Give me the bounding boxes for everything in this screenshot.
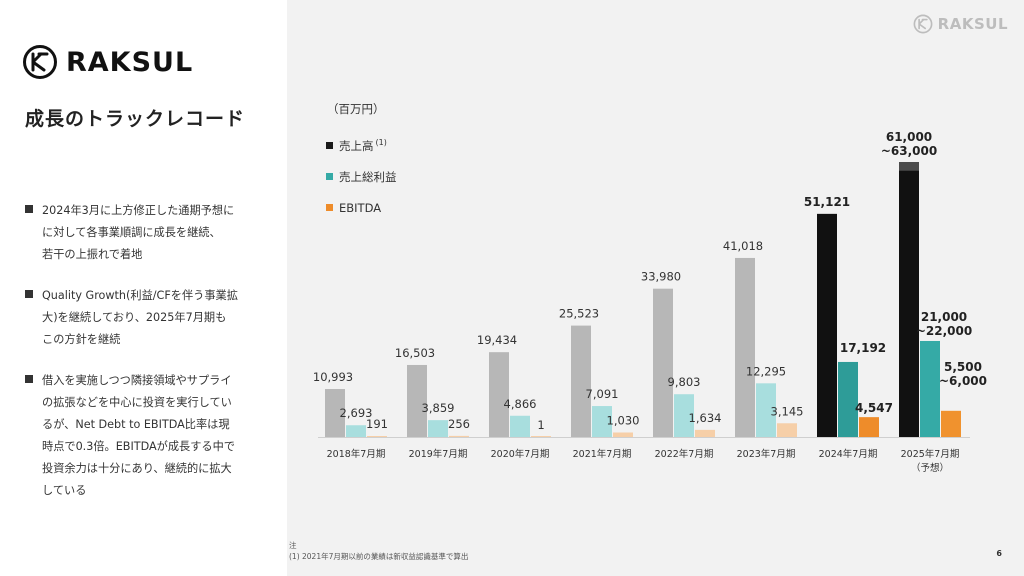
- data-label-gross-profit: 7,091: [586, 387, 619, 401]
- legend-item: 売上総利益: [326, 169, 397, 184]
- bar-ebitda: [613, 432, 633, 437]
- x-tick-label: 2022年7月期: [655, 448, 714, 460]
- chart-legend: 売上高 (1) 売上総利益 EBITDA: [326, 138, 397, 231]
- data-label-gross-profit: 9,803: [668, 375, 701, 389]
- bar-ebitda: [531, 436, 551, 437]
- bullet-list: 2024年3月に上方修正した通期予想に に対して各事業順調に成長を継続、 若干の…: [25, 200, 270, 521]
- raksul-logo-small-icon: [913, 14, 933, 34]
- bar-sales: [899, 162, 919, 437]
- bar-ebitda: [449, 435, 469, 437]
- bar-sales: [489, 352, 509, 437]
- bullet-square-icon: [25, 375, 33, 383]
- bar-ebitda: [859, 417, 879, 437]
- bar-gross-profit: [756, 383, 776, 437]
- bullet-text: 借入を実施しつつ隣接領域やサプライ の拡張などを中心に投資を実行してい るが、N…: [42, 374, 235, 497]
- legend-label-gross-profit: 売上総利益: [339, 169, 397, 184]
- footnote: 注 (1) 2021年7月期以前の業績は新収益認識基準で算出: [289, 540, 468, 562]
- legend-item: 売上高 (1): [326, 138, 397, 153]
- data-label-ebitda: 256: [448, 417, 470, 431]
- bar-gross-profit: [346, 425, 366, 437]
- bar-ebitda: [777, 423, 797, 437]
- x-tick-label: 2020年7月期: [491, 448, 550, 460]
- data-label-gross-profit: 4,866: [504, 397, 537, 411]
- data-label-sales: 25,523: [559, 307, 599, 321]
- legend-label-ebitda: EBITDA: [339, 200, 382, 215]
- x-tick-sublabel: （予想）: [911, 462, 949, 474]
- data-label-ebitda: 4,547: [855, 401, 893, 415]
- brand-logo: RAKSUL: [22, 44, 193, 80]
- bar-gross-profit: [592, 406, 612, 437]
- bullet-square-icon: [25, 290, 33, 298]
- bar-ebitda: [367, 436, 387, 437]
- bar-sales: [407, 364, 427, 437]
- data-label-gross-profit: 17,192: [840, 341, 886, 355]
- x-tick-label: 2019年7月期: [409, 448, 468, 460]
- data-label-ebitda: 191: [366, 417, 388, 431]
- x-tick-label: 2023年7月期: [737, 448, 796, 460]
- bullet-item: 借入を実施しつつ隣接領域やサプライ の拡張などを中心に投資を実行してい るが、N…: [25, 370, 270, 502]
- footnote-label: 注: [289, 541, 297, 550]
- x-tick-label: 2021年7月期: [573, 448, 632, 460]
- bar-sales: [735, 257, 755, 437]
- footnote-text: (1) 2021年7月期以前の業績は新収益認識基準で算出: [289, 552, 469, 561]
- data-label-sales: 61,000 ~63,000: [881, 130, 937, 158]
- data-label-ebitda: 1,634: [689, 411, 722, 425]
- data-label-ebitda: 3,145: [771, 404, 804, 418]
- bar-ebitda: [941, 410, 961, 437]
- data-label-sales: 16,503: [395, 346, 435, 360]
- bullet-square-icon: [25, 205, 33, 213]
- data-label-sales: 19,434: [477, 333, 517, 347]
- bar-gross-profit: [838, 361, 858, 437]
- data-label-gross-profit: 3,859: [422, 401, 455, 415]
- bar-ebitda: [695, 429, 715, 437]
- bar-sales: [325, 389, 345, 437]
- bar-gross-profit: [674, 394, 694, 437]
- data-label-gross-profit: 2,693: [340, 406, 373, 420]
- data-label-ebitda: 5,500 ~6,000: [939, 360, 987, 388]
- legend-swatch-ebitda: [326, 204, 333, 211]
- page-number: 6: [996, 549, 1002, 558]
- bar-sales: [653, 288, 673, 437]
- legend-item: EBITDA: [326, 200, 397, 215]
- x-tick-label: 2024年7月期: [819, 448, 878, 460]
- bar-gross-profit: [920, 340, 940, 437]
- x-tick-label: 2018年7月期: [327, 448, 386, 460]
- bullet-item: 2024年3月に上方修正した通期予想に に対して各事業順調に成長を継続、 若干の…: [25, 200, 270, 266]
- bar-gross-profit: [428, 420, 448, 437]
- bar-sales: [817, 213, 837, 437]
- left-panel: RAKSUL 成長のトラックレコード 2024年3月に上方修正した通期予想に に…: [0, 0, 287, 576]
- data-label-sales: 10,993: [313, 370, 353, 384]
- bullet-text: Quality Growth(利益/CFを伴う事業拡 大)を継続しており、202…: [42, 289, 238, 346]
- legend-label-sales: 売上高: [339, 138, 374, 153]
- raksul-logo-icon: [23, 45, 57, 79]
- legend-footnote-marker: (1): [375, 137, 387, 147]
- data-label-sales: 41,018: [723, 239, 763, 253]
- page-title: 成長のトラックレコード: [25, 108, 246, 130]
- x-tick-label: 2025年7月期: [901, 448, 960, 460]
- chart-unit-label: （百万円）: [327, 102, 385, 116]
- bullet-text: 2024年3月に上方修正した通期予想に に対して各事業順調に成長を継続、 若干の…: [42, 204, 235, 261]
- bar-gross-profit: [510, 415, 530, 437]
- bar-sales-forecast-range: [899, 162, 919, 171]
- legend-swatch-sales: [326, 142, 333, 149]
- bar-sales-forecast-range-overlay: [899, 162, 919, 171]
- brand-name: RAKSUL: [66, 46, 194, 78]
- brand-name-small: RAKSUL: [937, 15, 1008, 33]
- legend-swatch-gross-profit: [326, 173, 333, 180]
- data-label-sales: 33,980: [641, 270, 681, 284]
- brand-logo-small: RAKSUL: [913, 14, 1008, 34]
- data-label-ebitda: 1,030: [607, 414, 640, 428]
- data-label-sales: 51,121: [804, 195, 850, 209]
- data-label-ebitda: 1: [537, 418, 544, 432]
- bar-sales: [571, 325, 591, 437]
- bullet-item: Quality Growth(利益/CFを伴う事業拡 大)を継続しており、202…: [25, 285, 270, 351]
- data-label-gross-profit: 21,000 ~22,000: [916, 310, 972, 338]
- data-label-gross-profit: 12,295: [746, 364, 786, 378]
